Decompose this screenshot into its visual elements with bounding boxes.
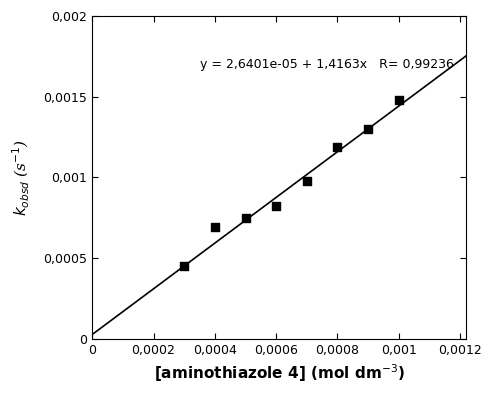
Y-axis label: $k_{obsd}$ (s$^{-1}$): $k_{obsd}$ (s$^{-1}$) [11, 139, 32, 216]
Point [334, 144, 342, 150]
X-axis label: [aminothiazole 4] (mol dm$^{-3}$): [aminothiazole 4] (mol dm$^{-3}$) [154, 362, 405, 384]
Point [211, 224, 219, 231]
Point [395, 97, 403, 103]
Point [180, 263, 188, 269]
Text: y = 2,6401e-05 + 1,4163x   R= 0,99236: y = 2,6401e-05 + 1,4163x R= 0,99236 [200, 58, 454, 71]
Point [242, 214, 249, 221]
Point [303, 177, 311, 184]
Point [364, 126, 372, 132]
Point [272, 203, 280, 210]
